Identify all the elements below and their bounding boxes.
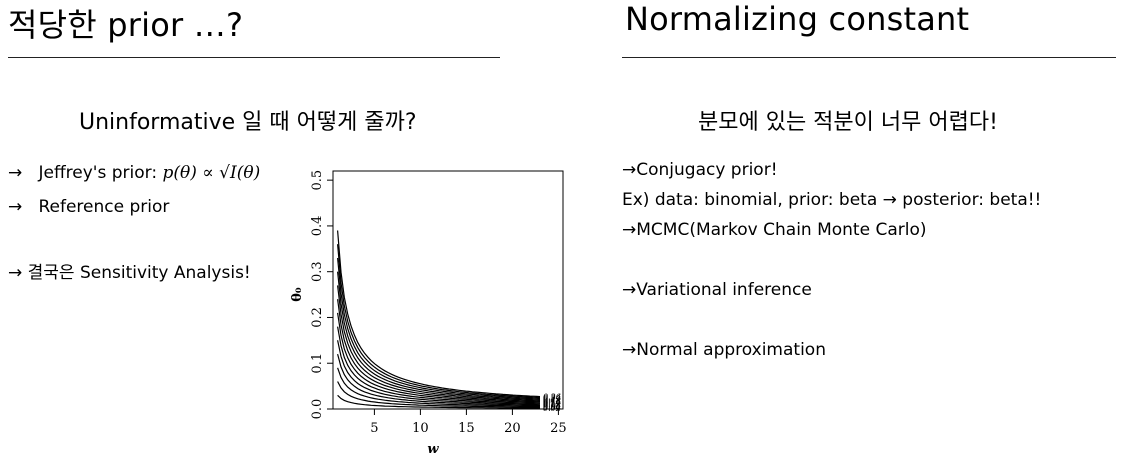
bullet-text: 결국은 Sensitivity Analysis! xyxy=(27,263,251,283)
right-subtitle: 분모에 있는 적분이 너무 어렵다! xyxy=(698,110,998,135)
left-subtitle: Uninformative 일 때 어떻게 줄까? xyxy=(79,110,417,135)
contour-line xyxy=(337,367,540,407)
contour-label: 0.02 xyxy=(543,404,561,413)
contour-line xyxy=(337,299,541,402)
y-tick-label: 0.0 xyxy=(310,399,325,420)
example-line: Ex) data: binomial, prior: beta → poster… xyxy=(622,190,1042,210)
normal-approx-line: →Normal approximation xyxy=(622,340,826,360)
x-tick-label: 10 xyxy=(412,421,429,436)
y-tick-label: 0.2 xyxy=(310,307,325,328)
mcmc-line: →MCMC(Markov Chain Monte Carlo) xyxy=(622,220,927,240)
left-title: 적당한 prior …? xyxy=(8,6,244,44)
left-title-divider xyxy=(8,57,500,58)
bullet-text: Jeffrey's prior: xyxy=(38,163,163,183)
contour-label: 0.26 xyxy=(543,393,561,402)
contour-label: 0.2 xyxy=(543,395,556,404)
contour-label: 0.24 xyxy=(543,394,561,403)
x-axis-label: w xyxy=(427,442,439,457)
bullet-text: Reference prior xyxy=(38,197,170,217)
contour-line xyxy=(337,312,541,403)
contour-label: 0.1 xyxy=(543,400,556,409)
contour-line xyxy=(337,285,541,401)
right-title-divider xyxy=(622,57,1116,58)
x-tick-label: 15 xyxy=(458,421,475,436)
contour-line xyxy=(337,326,541,404)
arrow-icon: → xyxy=(8,197,23,217)
x-tick-label: 25 xyxy=(550,421,567,436)
contour-line xyxy=(337,271,541,400)
contour-line xyxy=(337,244,541,399)
contour-label: 0.14 xyxy=(543,398,561,407)
contour-line xyxy=(337,257,541,400)
contour-label: 0.04 xyxy=(543,403,561,412)
bullet-jeffreys: → Jeffrey's prior: p(θ) ∝ √I(θ) xyxy=(8,163,260,183)
contour-label: 0.18 xyxy=(543,396,561,405)
y-tick-label: 0.1 xyxy=(310,353,325,374)
conjugacy-line: →Conjugacy prior! xyxy=(622,160,778,180)
contour-line xyxy=(337,353,541,406)
bullet-sensitivity: → 결국은 Sensitivity Analysis! xyxy=(8,258,251,283)
contour-label: 0.08 xyxy=(543,401,561,410)
bullet-reference: → Reference prior xyxy=(8,197,169,217)
arrow-icon: → xyxy=(8,163,23,183)
contour-label: 0.06 xyxy=(543,402,561,411)
contour-line xyxy=(337,381,540,408)
contour-line xyxy=(337,394,540,409)
x-tick-label: 5 xyxy=(370,421,378,436)
contour-label: 0.22 xyxy=(543,394,561,403)
x-tick-label: 20 xyxy=(504,421,521,436)
y-tick-label: 0.5 xyxy=(310,170,325,191)
y-tick-label: 0.4 xyxy=(310,216,325,237)
y-axis-label: θ₀ xyxy=(290,287,305,302)
variational-line: →Variational inference xyxy=(622,280,812,300)
contour-label: 0.12 xyxy=(543,399,561,408)
contour-line xyxy=(337,230,541,398)
right-title: Normalizing constant xyxy=(625,0,970,38)
contour-label: 0.16 xyxy=(543,397,561,406)
contour-line xyxy=(337,340,540,405)
contour-plot: 5 10 15 20 250.00.10.20.30.40.5wθ₀0.020.040.… xyxy=(290,170,567,457)
jeffreys-formula: p(θ) ∝ √I(θ) xyxy=(162,163,261,183)
plot-frame xyxy=(332,170,564,410)
arrow-icon: → xyxy=(8,263,23,283)
y-tick-label: 0.3 xyxy=(310,261,325,282)
